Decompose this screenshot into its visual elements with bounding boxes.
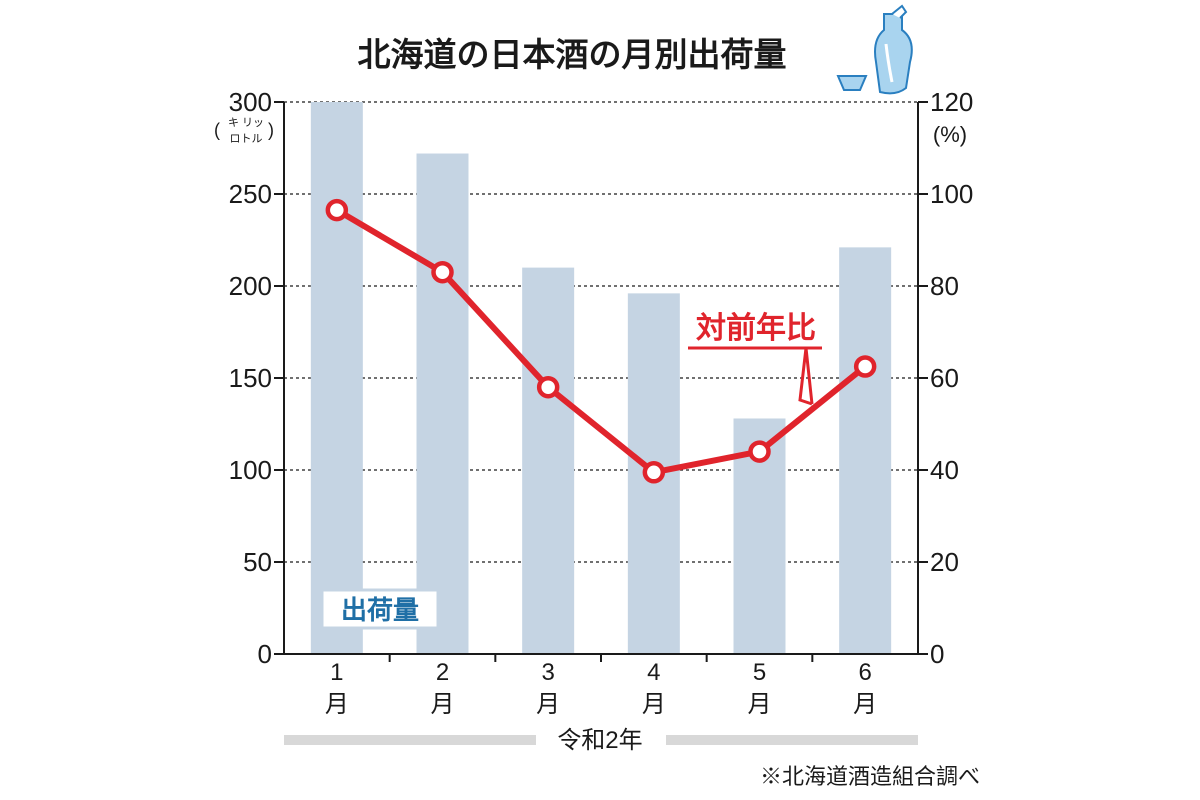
x-caption: 令和2年	[284, 727, 918, 754]
tick-labels: 3002502001501005001201008060402001月2月3月4…	[229, 87, 974, 718]
left-unit-open: (	[214, 120, 220, 140]
bar-series	[310, 102, 892, 655]
left-unit-close: )	[268, 120, 274, 140]
left-unit-top: キ リッ	[228, 117, 264, 129]
bar-3	[522, 267, 575, 654]
line-series	[325, 198, 877, 484]
line-point-6	[853, 355, 877, 378]
bar-1	[310, 102, 363, 654]
right-tick-label-0: 0	[930, 639, 944, 669]
right-axis-unit: (%)	[933, 122, 967, 147]
line-legend: 対前年比	[688, 311, 822, 406]
line-point-4	[642, 461, 666, 484]
left-axis-unit: ( キ リッ ロトル )	[214, 117, 274, 145]
x-unit-2: 月	[431, 691, 455, 718]
sake-bottle-icon	[874, 4, 913, 95]
x-unit-5: 月	[748, 691, 772, 718]
x-unit-6: 月	[853, 691, 877, 718]
x-unit-3: 月	[536, 691, 560, 718]
left-tick-label-250: 250	[229, 179, 272, 209]
x-label-1: 1	[330, 659, 343, 686]
x-label-2: 2	[436, 659, 449, 686]
left-unit-bottom: ロトル	[230, 133, 263, 145]
line-point-5	[748, 440, 771, 463]
line-point-3	[536, 375, 560, 399]
sake-cup-icon	[836, 75, 868, 91]
left-tick-label-100: 100	[229, 455, 272, 485]
left-tick-label-150: 150	[229, 363, 272, 393]
right-tick-label-80: 80	[930, 271, 959, 301]
x-unit-1: 月	[325, 691, 349, 718]
bar-2	[416, 153, 469, 654]
chart-title: 北海道の日本酒の月別出荷量	[358, 35, 787, 74]
gridlines	[284, 101, 918, 563]
x-caption-bg	[536, 728, 666, 752]
line-path	[335, 207, 868, 476]
x-caption-label: 令和2年	[557, 727, 642, 754]
x-label-3: 3	[541, 659, 554, 686]
line-legend-leader	[688, 346, 822, 406]
right-tick-label-60: 60	[930, 363, 959, 393]
bar-legend-label: 出荷量	[341, 596, 419, 626]
line-legend-label: 対前年比	[696, 311, 816, 346]
left-tick-label-0: 0	[258, 639, 272, 669]
x-label-4: 4	[647, 659, 660, 686]
source-note: ※北海道酒造組合調べ	[760, 764, 980, 789]
right-tick-label-20: 20	[930, 547, 959, 577]
right-tick-label-40: 40	[930, 455, 959, 485]
left-tick-label-50: 50	[243, 547, 272, 577]
x-label-6: 6	[858, 659, 871, 686]
right-tick-label-120: 120	[930, 87, 973, 117]
axes	[274, 101, 928, 662]
bar-legend: 出荷量	[320, 588, 440, 630]
line-point-2	[431, 260, 454, 284]
line-point-1	[325, 198, 349, 222]
left-tick-label-300: 300	[229, 87, 272, 117]
x-label-5: 5	[753, 659, 766, 686]
left-tick-label-200: 200	[229, 271, 272, 301]
bar-6	[839, 247, 892, 655]
right-tick-label-100: 100	[930, 179, 973, 209]
x-unit-4: 月	[642, 691, 666, 718]
